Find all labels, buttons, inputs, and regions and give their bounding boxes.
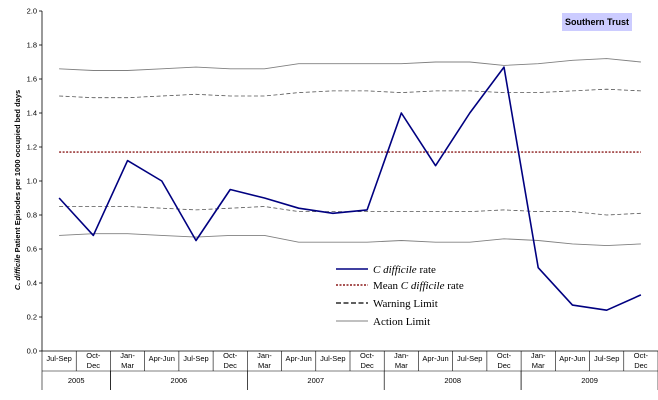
legend: C difficile rate Mean C difficile rate W…	[336, 264, 464, 328]
badge-label: Southern Trust	[565, 17, 629, 27]
year-label: 2007	[307, 376, 324, 385]
y-tick-label: 1.0	[27, 177, 37, 186]
x-tick-label: Dec	[87, 361, 101, 370]
year-label: 2005	[68, 376, 85, 385]
y-tick-label: 0.8	[27, 211, 37, 220]
x-tick-label: Dec	[634, 361, 648, 370]
plot-area: 0.0 0.2 0.4 0.6 0.8 1.0 1.2 1.4 1.6 1.8 2.0 Jul-Se…	[27, 7, 658, 390]
x-tick-label: Apr-Jun	[286, 354, 312, 363]
series-line-warn_lower	[59, 206, 641, 216]
y-ticks: 0.0 0.2 0.4 0.6 0.8 1.0 1.2 1.4 1.6 1.8 2.0	[27, 7, 42, 356]
x-tick-label: Apr-Jun	[559, 354, 585, 363]
x-tick-label: Jul-Sep	[320, 354, 345, 363]
series-line-rate	[58, 66, 642, 312]
x-tick-label: Mar	[258, 361, 271, 370]
series-line-warn_upper	[59, 88, 641, 99]
x-tick-label: Mar	[395, 361, 408, 370]
x-tick-label: Oct-	[86, 351, 101, 360]
series-line-action_upper	[59, 58, 641, 71]
y-axis-label-italic: C. difficile	[13, 254, 22, 290]
y-tick-label: 0.6	[27, 245, 37, 254]
x-tick-label: Jul-Sep	[46, 354, 71, 363]
x-tick-label: Dec	[360, 361, 374, 370]
x-tick-label: Jul-Sep	[457, 354, 482, 363]
x-tick-label: Apr-Jun	[149, 354, 175, 363]
y-axis-label: C. difficile Patient Episodes per 1000 o…	[13, 90, 22, 290]
series-line-action_lower	[59, 233, 641, 247]
x-tick-label: Jan-	[120, 351, 135, 360]
y-tick-label: 1.6	[27, 75, 37, 84]
legend-label-action: Action Limit	[373, 316, 430, 328]
x-tick-label: Apr-Jun	[422, 354, 448, 363]
x-tick-label: Oct-	[360, 351, 375, 360]
badge-box	[562, 13, 632, 31]
series-layer	[58, 58, 642, 312]
x-tick-label: Jan-	[394, 351, 409, 360]
y-axis-label-rest: Patient Episodes per 1000 occupied bed d…	[13, 90, 22, 255]
x-tick-label: Jan-	[531, 351, 546, 360]
x-tick-label: Jul-Sep	[183, 354, 208, 363]
y-tick-label: 1.8	[27, 41, 37, 50]
legend-label-mean: Mean C difficile rate	[373, 280, 464, 292]
year-label: 2006	[171, 376, 188, 385]
x-tick-label: Mar	[121, 361, 134, 370]
y-tick-label: 0.0	[27, 347, 37, 356]
y-tick-label: 0.2	[27, 313, 37, 322]
y-tick-label: 0.4	[27, 279, 37, 288]
legend-label-rate: C difficile rate	[373, 264, 436, 276]
badge: Southern Trust	[562, 13, 632, 31]
x-tick-label: Jul-Sep	[594, 354, 619, 363]
y-tick-label: 2.0	[27, 7, 37, 16]
legend-label-warning: Warning Limit	[373, 298, 438, 310]
year-label: 2009	[581, 376, 598, 385]
x-tick-label: Mar	[532, 361, 545, 370]
x-tick-label: Oct-	[497, 351, 512, 360]
y-tick-label: 1.2	[27, 143, 37, 152]
x-tick-label: Oct-	[634, 351, 649, 360]
x-tick-label: Dec	[224, 361, 238, 370]
year-label: 2008	[444, 376, 461, 385]
x-tick-label: Oct-	[223, 351, 238, 360]
x-tick-label: Jan-	[257, 351, 272, 360]
y-tick-label: 1.4	[27, 109, 37, 118]
x-tick-label: Dec	[497, 361, 511, 370]
